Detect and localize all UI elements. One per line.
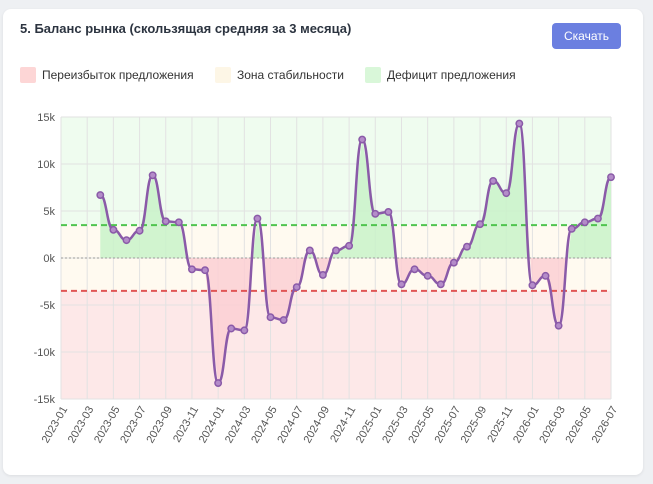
data-point [266,313,275,322]
data-point [135,226,144,235]
chart-title: 5. Баланс рынка (скользящая средняя за 3… [20,21,352,36]
data-point [436,280,445,289]
data-point [109,225,118,234]
data-point [305,246,314,255]
data-point [515,119,524,128]
data-point [292,283,301,292]
data-point [358,135,367,144]
data-point [476,220,484,229]
data-point [384,207,393,216]
legend-label-stability: Зона стабильности [237,68,344,82]
data-point [148,171,157,180]
data-point [318,270,327,279]
data-point [253,214,262,223]
y-tick-label: 5k [43,206,55,218]
data-point [489,176,498,185]
y-tick-label: 10k [37,159,55,171]
legend-swatch-stability [215,67,231,83]
data-point [528,281,537,290]
data-point [463,242,471,251]
data-point [161,217,170,226]
data-point [201,266,209,275]
legend-label-deficit: Дефицит предложения [387,68,516,82]
x-tick-label: 2026-07 [590,404,621,445]
data-point [371,209,380,218]
y-tick-label: -5k [40,300,56,312]
legend-item-stability[interactable]: Зона стабильности [215,66,344,84]
data-point [188,265,196,274]
data-point [580,218,589,227]
data-point [410,265,419,274]
data-point [279,316,288,324]
y-tick-label: -15k [34,394,56,406]
data-point [502,189,511,198]
data-point [174,218,183,227]
data-point [332,246,340,255]
data-point [554,321,563,330]
data-point [345,241,354,250]
legend-swatch-deficit [365,67,381,83]
data-point [423,271,432,280]
deficit-zone [61,117,611,226]
data-point [240,326,249,335]
legend-item-oversupply[interactable]: Переизбыток предложения [20,66,194,84]
data-point [214,379,223,387]
y-tick-label: -10k [34,347,56,359]
y-tick-label: 0k [43,253,55,265]
data-point [607,173,615,182]
data-point [227,324,236,333]
data-point [541,271,550,280]
y-tick-label: 15k [37,112,55,124]
data-point [122,236,131,245]
legend-label-oversupply: Переизбыток предложения [42,68,194,82]
download-button[interactable]: Скачать [552,23,621,49]
data-point [96,191,105,199]
data-point [397,280,406,289]
legend-item-deficit[interactable]: Дефицит предложения [365,66,516,84]
data-point [449,258,458,267]
data-point [567,224,576,233]
oversupply-zone [61,290,611,399]
legend-swatch-oversupply [20,67,36,83]
data-point [593,214,602,223]
oversupply-area [100,258,611,384]
